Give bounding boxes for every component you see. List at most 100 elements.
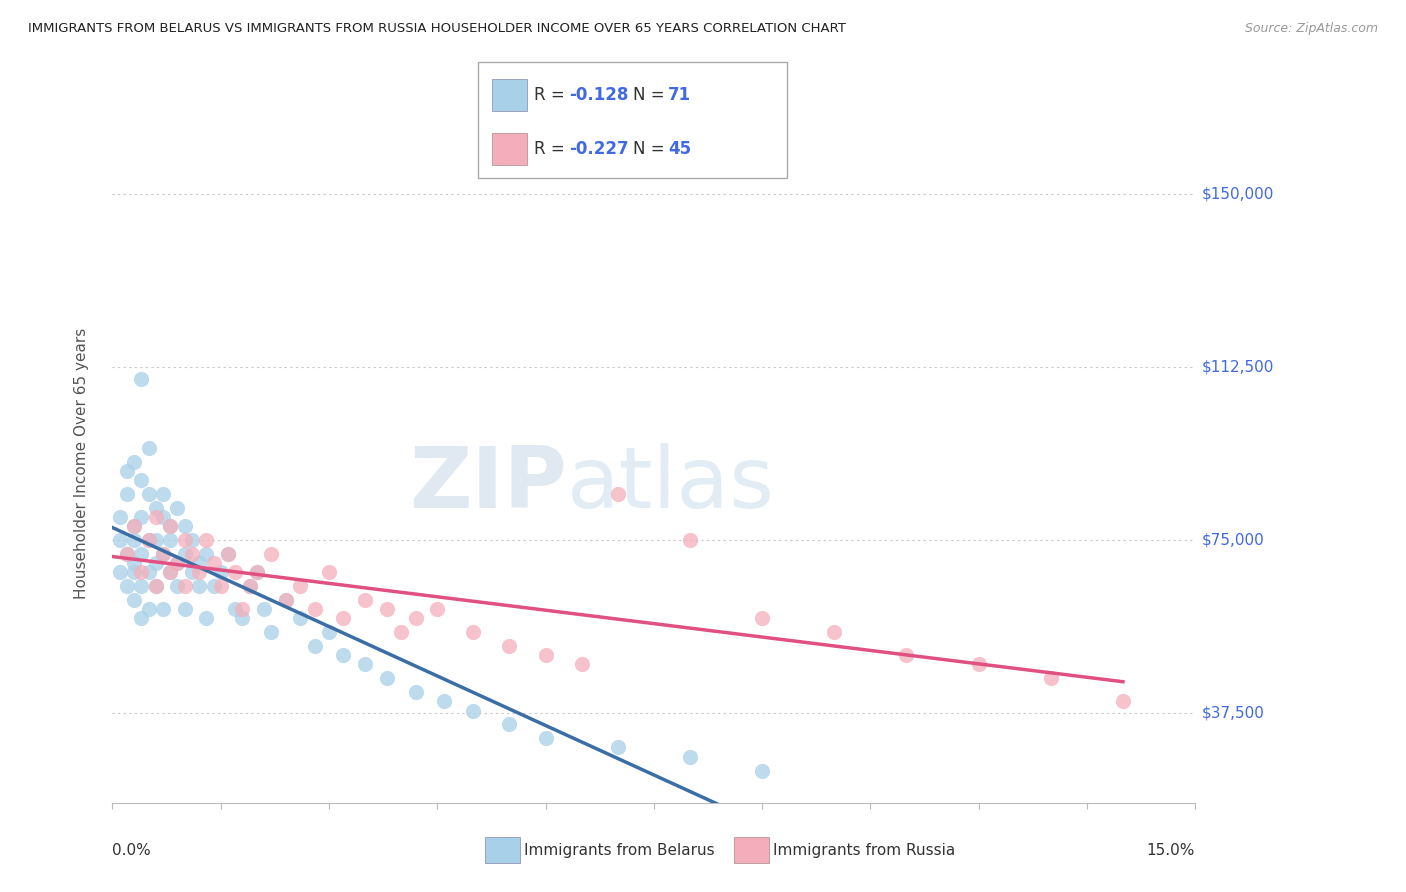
- Point: [239, 579, 262, 593]
- Point: [606, 487, 628, 501]
- Point: [274, 593, 297, 607]
- Point: [231, 602, 253, 616]
- Point: [751, 764, 773, 778]
- Point: [138, 533, 160, 547]
- Point: [224, 565, 246, 579]
- Point: [180, 565, 202, 579]
- Point: [679, 749, 702, 764]
- Point: [166, 500, 188, 515]
- Point: [375, 671, 398, 685]
- Point: [375, 602, 398, 616]
- Point: [122, 565, 145, 579]
- Text: 0.0%: 0.0%: [112, 843, 152, 858]
- Point: [217, 547, 239, 561]
- Point: [122, 593, 145, 607]
- Point: [463, 704, 485, 718]
- Point: [239, 579, 262, 593]
- Point: [159, 565, 181, 579]
- Point: [108, 565, 131, 579]
- Point: [152, 547, 174, 561]
- Point: [145, 509, 167, 524]
- Point: [122, 533, 145, 547]
- Text: atlas: atlas: [567, 442, 775, 525]
- Point: [498, 639, 520, 653]
- Point: [571, 657, 593, 672]
- Point: [138, 533, 160, 547]
- Point: [166, 579, 188, 593]
- Point: [260, 547, 283, 561]
- Point: [433, 694, 456, 708]
- Point: [122, 519, 145, 533]
- Point: [188, 579, 211, 593]
- Text: $75,000: $75,000: [1202, 533, 1265, 548]
- Point: [188, 565, 211, 579]
- Point: [354, 593, 377, 607]
- Point: [131, 611, 153, 625]
- Point: [131, 547, 153, 561]
- Point: [131, 565, 153, 579]
- Point: [145, 533, 167, 547]
- Point: [138, 565, 160, 579]
- Point: [166, 556, 188, 570]
- Point: [115, 487, 138, 501]
- Point: [224, 602, 246, 616]
- Point: [389, 625, 412, 640]
- Point: [246, 565, 269, 579]
- Point: [332, 611, 354, 625]
- Text: 71: 71: [668, 86, 690, 103]
- Point: [260, 625, 283, 640]
- Point: [1112, 694, 1135, 708]
- Point: [115, 579, 138, 593]
- Point: [274, 593, 297, 607]
- Point: [173, 519, 195, 533]
- Point: [202, 579, 225, 593]
- Point: [823, 625, 845, 640]
- Point: [108, 509, 131, 524]
- Point: [180, 547, 202, 561]
- Point: [159, 533, 181, 547]
- Point: [231, 611, 253, 625]
- Point: [288, 579, 311, 593]
- Text: Immigrants from Russia: Immigrants from Russia: [773, 843, 956, 857]
- Point: [463, 625, 485, 640]
- Text: R =: R =: [534, 86, 571, 103]
- Point: [751, 611, 773, 625]
- Point: [131, 579, 153, 593]
- Text: ZIP: ZIP: [409, 442, 567, 525]
- Point: [896, 648, 918, 663]
- Point: [122, 556, 145, 570]
- Point: [152, 602, 174, 616]
- Point: [159, 519, 181, 533]
- Text: IMMIGRANTS FROM BELARUS VS IMMIGRANTS FROM RUSSIA HOUSEHOLDER INCOME OVER 65 YEA: IMMIGRANTS FROM BELARUS VS IMMIGRANTS FR…: [28, 22, 846, 36]
- Point: [679, 533, 702, 547]
- Point: [426, 602, 449, 616]
- Point: [498, 717, 520, 731]
- Point: [152, 487, 174, 501]
- Point: [145, 500, 167, 515]
- Point: [180, 533, 202, 547]
- Point: [173, 602, 195, 616]
- Point: [152, 509, 174, 524]
- Point: [405, 685, 427, 699]
- Point: [534, 648, 557, 663]
- Point: [188, 556, 211, 570]
- Point: [534, 731, 557, 746]
- Point: [246, 565, 269, 579]
- Point: [405, 611, 427, 625]
- Point: [173, 579, 195, 593]
- Point: [606, 740, 628, 755]
- Point: [253, 602, 276, 616]
- Point: [288, 611, 311, 625]
- Text: 15.0%: 15.0%: [1147, 843, 1195, 858]
- Text: -0.128: -0.128: [569, 86, 628, 103]
- Point: [138, 602, 160, 616]
- Text: 45: 45: [668, 140, 690, 159]
- Point: [304, 602, 326, 616]
- Point: [115, 547, 138, 561]
- Point: [115, 547, 138, 561]
- Text: Immigrants from Belarus: Immigrants from Belarus: [524, 843, 716, 857]
- Point: [173, 547, 195, 561]
- Point: [217, 547, 239, 561]
- Point: [122, 454, 145, 468]
- Point: [138, 487, 160, 501]
